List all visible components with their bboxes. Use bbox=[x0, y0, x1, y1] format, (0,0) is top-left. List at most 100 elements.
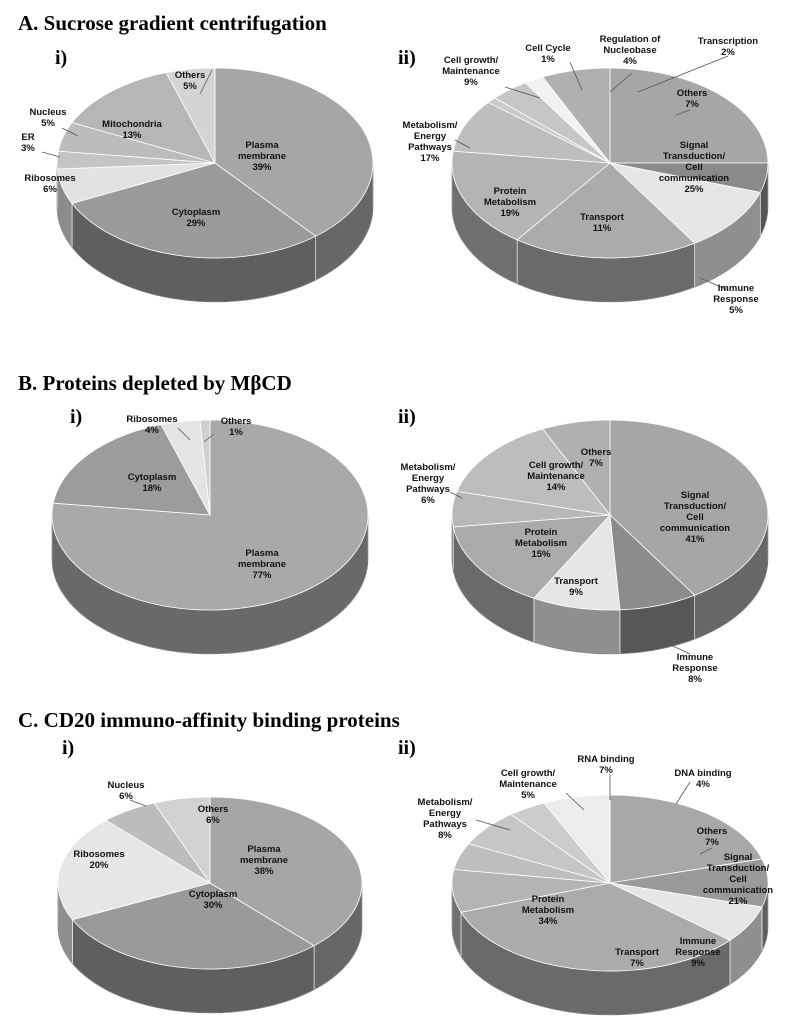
pie-chart-b-i: i) Plasma membrane 77% Cytoplasm 18% Ribosomes… bbox=[51, 406, 369, 655]
slice-label: RNA binding 7% bbox=[577, 754, 634, 776]
leader-line bbox=[609, 72, 633, 93]
pie-slice bbox=[214, 67, 374, 237]
slice-label: Signal Transduction/Cell communication 25% bbox=[659, 140, 729, 195]
pie-slice bbox=[608, 162, 761, 244]
slice-label: Ribosomes 6% bbox=[24, 173, 75, 195]
leader-line bbox=[659, 639, 691, 655]
slice-label: Signal Transduction/Cell communication 41% bbox=[660, 490, 730, 545]
slice-label: Plasma membrane 38% bbox=[240, 844, 288, 877]
leader-line bbox=[61, 127, 79, 137]
slice-label: Ribosomes 4% bbox=[126, 414, 177, 436]
slice-label: Others 1% bbox=[221, 416, 252, 438]
pie-slice bbox=[209, 796, 363, 947]
pie-slice bbox=[57, 819, 212, 921]
slice-label: Cytoplasm 29% bbox=[172, 207, 221, 229]
panel-label: ii) bbox=[398, 406, 416, 428]
pie-chart-c-i: i) Plasma membrane 38%Cytoplasm 30% Ribosomes… bbox=[57, 737, 363, 1014]
slice-label: Protein Metabolism 19% bbox=[484, 186, 536, 219]
slice-label: Others 5% bbox=[175, 70, 206, 92]
slice-label: Protein Metabolism 34% bbox=[522, 894, 574, 927]
pie-slice bbox=[609, 419, 769, 596]
pie-slice bbox=[456, 428, 611, 516]
pie-slice bbox=[516, 162, 696, 259]
slice-label: Nucleus 5% bbox=[30, 107, 67, 129]
slice-label: Signal Transduction/Cell communication 21% bbox=[703, 852, 773, 907]
panel-label: ii) bbox=[398, 737, 416, 759]
panel-label: i) bbox=[70, 406, 82, 428]
leader-line bbox=[675, 781, 691, 805]
pie-slice bbox=[460, 882, 731, 972]
slice-label: Metabolism/Energy Pathways 8% bbox=[418, 797, 473, 841]
pie-slice bbox=[542, 67, 611, 165]
pie-slice bbox=[609, 67, 769, 164]
slice-label: Others 7% bbox=[677, 88, 708, 110]
slice-label: Ribosomes 20% bbox=[73, 849, 124, 871]
slice-label: Metabolism/Energy Pathways 17% bbox=[403, 120, 458, 164]
slice-label: Nucleus 6% bbox=[108, 780, 145, 802]
pie-slice bbox=[533, 514, 621, 611]
leader-line bbox=[504, 86, 541, 99]
pie-slice bbox=[153, 796, 211, 885]
slice-label: Mitochondria 13% bbox=[102, 119, 162, 141]
slice-label: Cell growth/Maintenance 9% bbox=[442, 55, 500, 88]
slice-label: Immune Response 5% bbox=[713, 283, 758, 316]
slice-label: ER 3% bbox=[21, 132, 35, 154]
pie-top bbox=[56, 67, 374, 259]
slice-label: Cytoplasm 18% bbox=[128, 472, 177, 494]
slice-label: Immune Response 8% bbox=[672, 652, 717, 685]
slice-label: Transport 7% bbox=[615, 947, 660, 969]
slice-label: Plasma membrane 77% bbox=[238, 548, 286, 581]
slice-label: Immune Response 9% bbox=[675, 936, 720, 969]
panel-label: i) bbox=[55, 47, 67, 69]
slice-label: Others 7% bbox=[581, 447, 612, 469]
leader-line bbox=[637, 55, 729, 93]
slice-label: Cell growth/Maintenance 14% bbox=[527, 460, 585, 493]
leader-line bbox=[569, 61, 583, 91]
leader-line bbox=[177, 427, 191, 441]
slice-label: Protein Metabolism 15% bbox=[515, 527, 567, 560]
slice-label: Transcription 2% bbox=[698, 36, 758, 58]
pie-top bbox=[51, 419, 369, 611]
leader-line bbox=[475, 819, 511, 831]
pie-slice bbox=[451, 150, 612, 241]
pie-slice bbox=[51, 419, 369, 611]
pie-top bbox=[451, 419, 769, 611]
leader-line bbox=[41, 151, 61, 158]
pie-slice bbox=[609, 794, 763, 884]
leader-line bbox=[203, 433, 215, 443]
pie-slice bbox=[71, 162, 317, 259]
panel-label: ii) bbox=[398, 47, 416, 69]
pie-chart-b-ii: ii) Signal Transduction/Cell communication 4… bbox=[398, 406, 769, 685]
pie-top bbox=[57, 796, 363, 970]
pie-side bbox=[451, 514, 769, 655]
slice-label: Plasma membrane 39% bbox=[238, 140, 286, 173]
pie-slice bbox=[542, 419, 611, 517]
pie-top bbox=[451, 794, 769, 972]
slice-label: Metabolism/Energy Pathways 6% bbox=[401, 462, 456, 506]
pie-slice bbox=[52, 424, 211, 516]
leader-line bbox=[454, 139, 471, 149]
pie-slice bbox=[165, 67, 216, 164]
leader-line bbox=[129, 799, 147, 807]
pie-slice bbox=[199, 419, 211, 516]
panel-label: i) bbox=[62, 737, 74, 759]
leader-line bbox=[565, 792, 585, 811]
pie-slice bbox=[452, 514, 611, 599]
section-title-b: B. Proteins depleted by MβCD bbox=[18, 371, 292, 395]
pie-slice bbox=[71, 72, 216, 164]
pie-slice bbox=[71, 882, 315, 970]
slice-label: Others 7% bbox=[697, 826, 728, 848]
pie-slice bbox=[609, 858, 769, 908]
pie-slice bbox=[452, 101, 611, 164]
slice-label: Cell Cycle 1% bbox=[525, 43, 570, 65]
pie-chart-a-i: i) Plasma membrane 39% Cytoplasm 29% Ribosomes… bbox=[21, 47, 374, 303]
section-title-a: A. Sucrose gradient centrifugation bbox=[18, 11, 327, 35]
pie-chart-a-ii: ii) Signal Transduction/Cell communication 2… bbox=[398, 34, 769, 316]
leader-line bbox=[699, 277, 729, 291]
slice-label: Others 6% bbox=[198, 804, 229, 826]
leader-line bbox=[675, 109, 691, 116]
leader-line bbox=[449, 491, 463, 499]
slice-label: Transport 9% bbox=[554, 576, 599, 598]
slice-label: Transport 11% bbox=[580, 212, 625, 234]
